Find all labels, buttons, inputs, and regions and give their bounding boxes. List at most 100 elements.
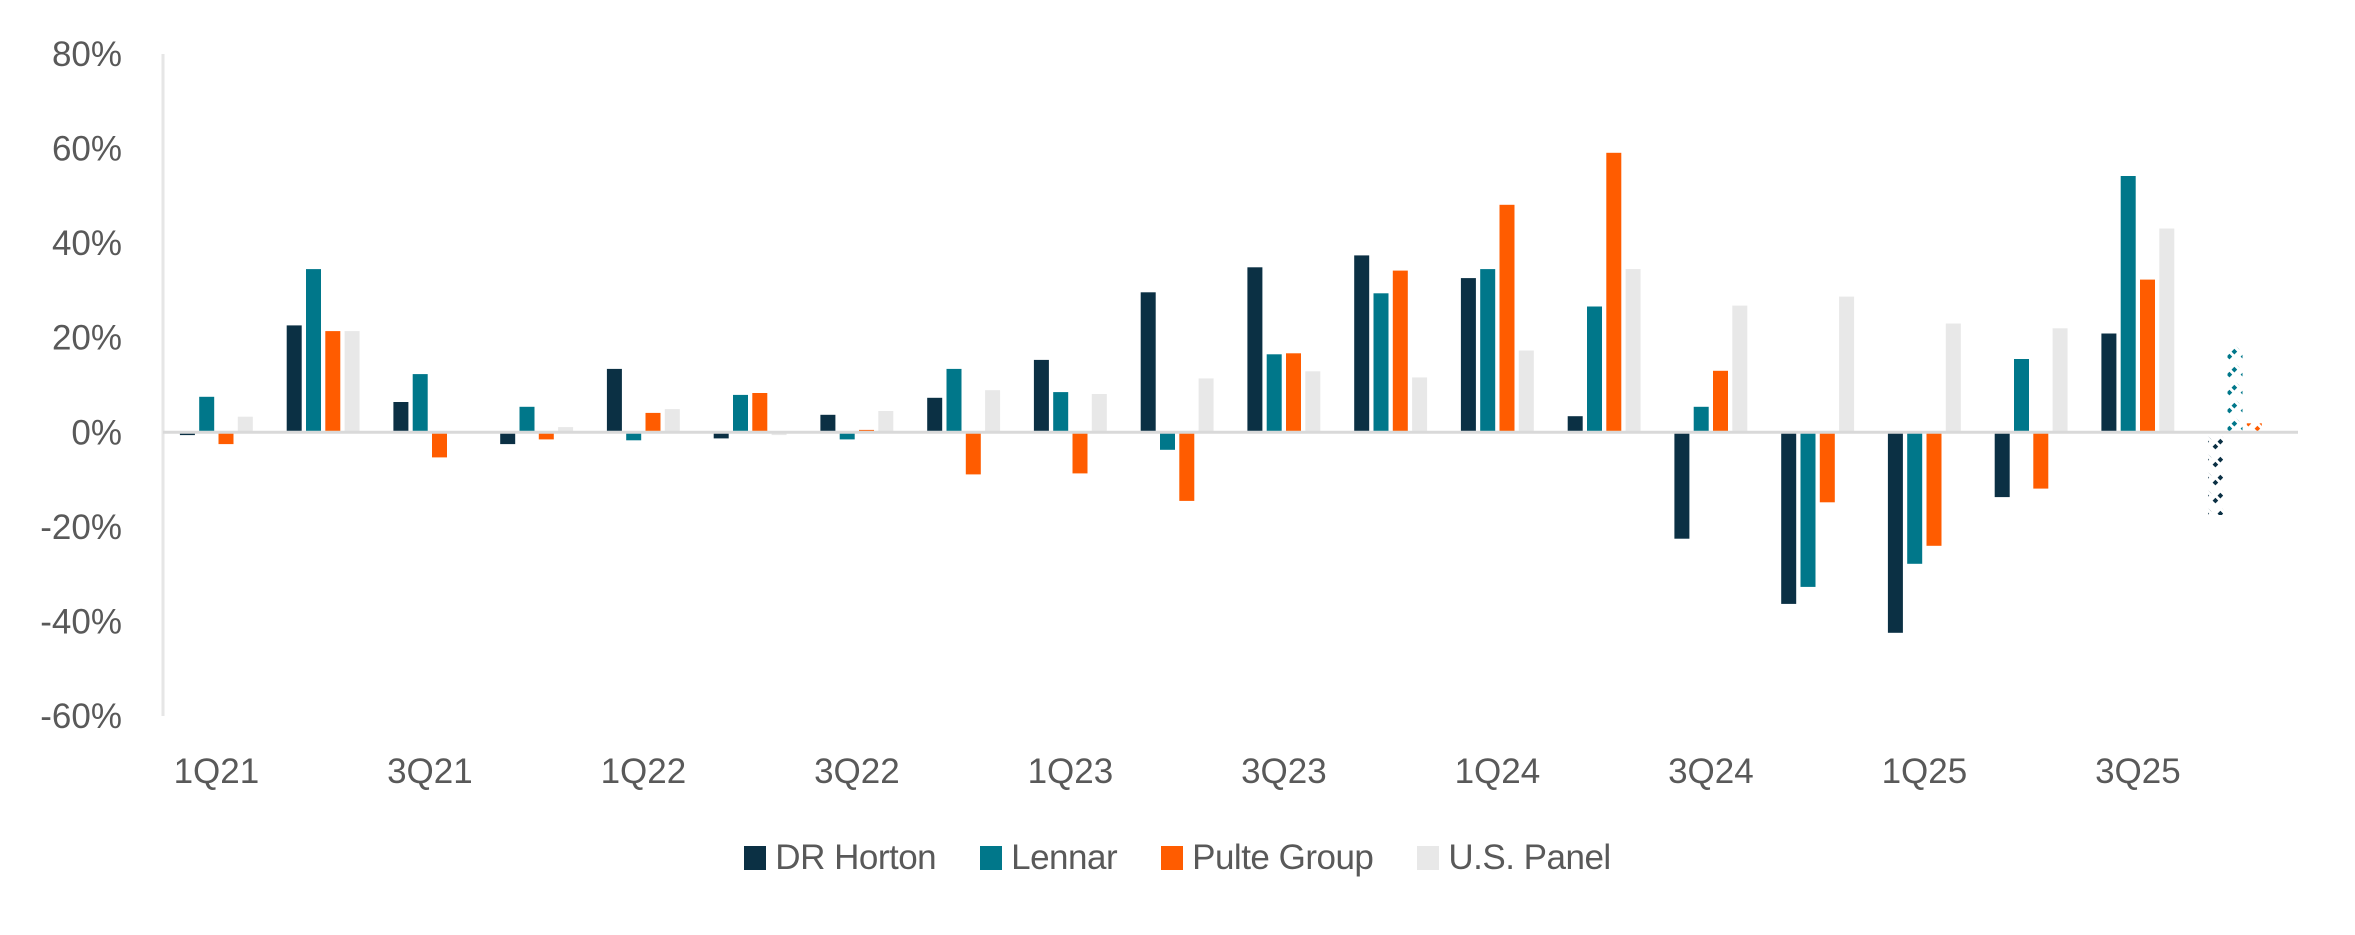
y-tick-label: -40% [40,602,122,641]
bar-lennar-2Q22 [733,394,748,433]
bar-pulte-group-2Q23 [1179,432,1195,501]
bar-group-2Q24 [1567,152,1641,433]
x-tick-label: 1Q24 [1455,752,1541,791]
bar-u-s-panel-3Q23 [1305,371,1321,433]
bar-group-3Q22 [820,411,894,440]
y-axis-labels: 80% 60% 40% 20% 0% -20% -40% -60% [40,35,122,736]
bar-group-4Q23 [1354,255,1428,433]
bar-group-2Q23 [1140,292,1214,501]
bar-pulte-group-1Q23 [1072,432,1088,474]
bar-pulte-group-1Q25 [1926,432,1942,546]
bar-u-s-panel-3Q24 [1732,305,1748,433]
bar-dr-horton-1Q22 [606,368,622,433]
bar-lennar-1Q25 [1907,432,1923,564]
bar-lennar-4Q25 [2227,341,2243,433]
x-tick-label: 1Q22 [601,752,687,791]
y-tick-label: 0% [71,413,122,452]
bar-pulte-group-3Q25 [2140,279,2155,433]
bar-group-2Q25 [1994,328,2068,498]
bar-group-3Q23 [1247,267,1321,433]
bar-dr-horton-3Q23 [1247,267,1263,433]
bar-group-4Q24 [1781,296,1855,604]
legend: DR Horton Lennar Pulte Group U.S. Panel [0,838,2355,878]
x-tick-label: 1Q25 [1882,752,1968,791]
bar-group-1Q22 [606,368,680,441]
bar-lennar-3Q25 [2120,176,2136,433]
bar-lennar-4Q23 [1373,293,1389,433]
x-tick-label: 3Q22 [814,752,900,791]
bar-dr-horton-1Q25 [1887,432,1903,633]
y-tick-label: 80% [52,35,122,74]
bar-u-s-panel-3Q25 [2159,228,2175,433]
x-tick-label: 3Q24 [1668,752,1754,791]
bar-lennar-4Q22 [946,368,962,433]
bar-dr-horton-4Q24 [1781,432,1797,604]
bar-pulte-group-4Q23 [1392,270,1408,433]
bar-dr-horton-2Q22 [713,432,729,439]
bar-dr-horton-3Q22 [820,414,836,433]
bar-u-s-panel-4Q21 [558,427,574,433]
legend-swatch-icon [1161,846,1184,870]
y-tick-label: 40% [52,224,122,263]
x-tick-label: 3Q21 [387,752,473,791]
y-tick-label: -60% [40,697,122,736]
bar-dr-horton-3Q21 [393,402,409,433]
bar-group-1Q23 [1033,359,1107,474]
bar-lennar-3Q21 [412,374,428,433]
bar-u-s-panel-2Q25 [2052,328,2068,433]
bar-group-4Q21 [500,406,574,445]
bar-dr-horton-1Q23 [1033,359,1049,433]
bar-u-s-panel-1Q22 [664,409,680,433]
bar-pulte-group-4Q24 [1819,432,1835,503]
bar-lennar-3Q24 [1693,406,1709,433]
legend-swatch-icon [744,846,767,870]
bar-dr-horton-2Q25 [1994,432,2010,498]
bar-pulte-group-3Q23 [1286,353,1301,433]
bar-lennar-1Q21 [199,396,215,433]
bar-pulte-group-4Q21 [538,432,554,440]
bar-lennar-1Q24 [1480,269,1496,433]
bar-pulte-group-2Q25 [2033,432,2049,489]
bar-group-2Q21 [286,269,360,433]
y-tick-label: -20% [40,508,122,547]
bar-pulte-group-4Q25 [2246,423,2262,433]
bar-pulte-group-3Q21 [432,432,447,458]
legend-label: Lennar [1011,838,1118,877]
bar-pulte-group-1Q21 [218,432,234,445]
legend-item: U.S. Panel [1417,838,1611,878]
bar-u-s-panel-1Q21 [237,416,253,433]
bar-pulte-group-2Q21 [325,331,341,433]
bar-dr-horton-4Q23 [1354,255,1370,433]
legend-swatch-icon [980,846,1003,870]
bar-group-1Q21 [179,396,253,445]
bar-dr-horton-4Q21 [500,432,516,445]
bar-group-3Q25 [2101,176,2175,433]
bar-lennar-2Q25 [2014,359,2029,433]
x-tick-label: 1Q23 [1028,752,1114,791]
bar-group-1Q25 [1887,323,1961,633]
bar-lennar-2Q21 [306,269,321,433]
bar-u-s-panel-2Q21 [344,331,360,433]
bar-lennar-4Q21 [519,406,535,433]
legend-item: Pulte Group [1161,838,1374,878]
bar-group-1Q24 [1460,204,1534,433]
bar-pulte-group-2Q22 [752,393,768,433]
x-tick-label: 3Q25 [2095,752,2181,791]
legend-label: U.S. Panel [1448,838,1611,877]
bar-u-s-panel-3Q22 [878,411,894,433]
bar-lennar-2Q24 [1587,306,1602,433]
bar-u-s-panel-1Q23 [1091,394,1107,433]
bar-u-s-panel-4Q23 [1412,377,1428,433]
bar-u-s-panel-2Q23 [1198,378,1214,433]
bar-pulte-group-1Q24 [1499,204,1515,433]
bar-pulte-group-1Q22 [645,412,661,433]
bar-dr-horton-1Q24 [1460,278,1476,433]
bar-dr-horton-2Q24 [1567,416,1583,433]
bar-u-s-panel-4Q22 [985,390,1001,433]
y-tick-label: 60% [52,130,122,169]
bar-group-3Q21 [393,374,447,458]
bar-lennar-2Q23 [1160,432,1175,450]
bar-dr-horton-4Q25 [2208,432,2224,515]
bar-group-4Q25 [2208,341,2262,515]
